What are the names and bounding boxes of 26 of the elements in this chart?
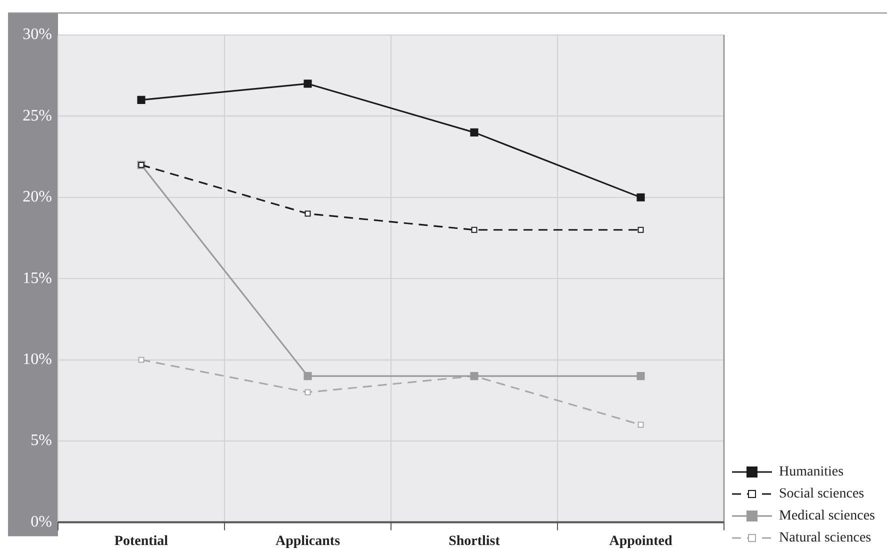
x-tick-label: Applicants [275, 534, 341, 550]
point [636, 193, 645, 202]
point [304, 389, 311, 396]
point [304, 372, 312, 380]
point [471, 226, 478, 233]
legend-label: Social sciences [778, 486, 864, 502]
point [636, 372, 645, 380]
point [138, 356, 144, 363]
x-tick-label: Potential [114, 534, 168, 550]
legend-label: Medical sciences [778, 508, 876, 524]
point [304, 210, 311, 217]
y-tick-label: 15% [22, 270, 52, 287]
legend-label: Humanities [778, 464, 844, 480]
point [638, 226, 644, 233]
point [470, 128, 478, 136]
y-tick-label: 10% [22, 351, 52, 368]
y-tick-label: 20% [22, 188, 52, 206]
point [304, 80, 312, 88]
x-tick-label: Shortlist [448, 534, 500, 550]
y-tick-label: 0% [30, 513, 52, 530]
legend-label: Natural sciences [778, 530, 872, 546]
point [137, 96, 146, 104]
y-tick-label: 30% [22, 26, 52, 44]
y-tick-label: 25% [22, 107, 52, 124]
x-tick-label: Appointed [609, 534, 672, 550]
y-tick-label: 5% [30, 432, 52, 450]
